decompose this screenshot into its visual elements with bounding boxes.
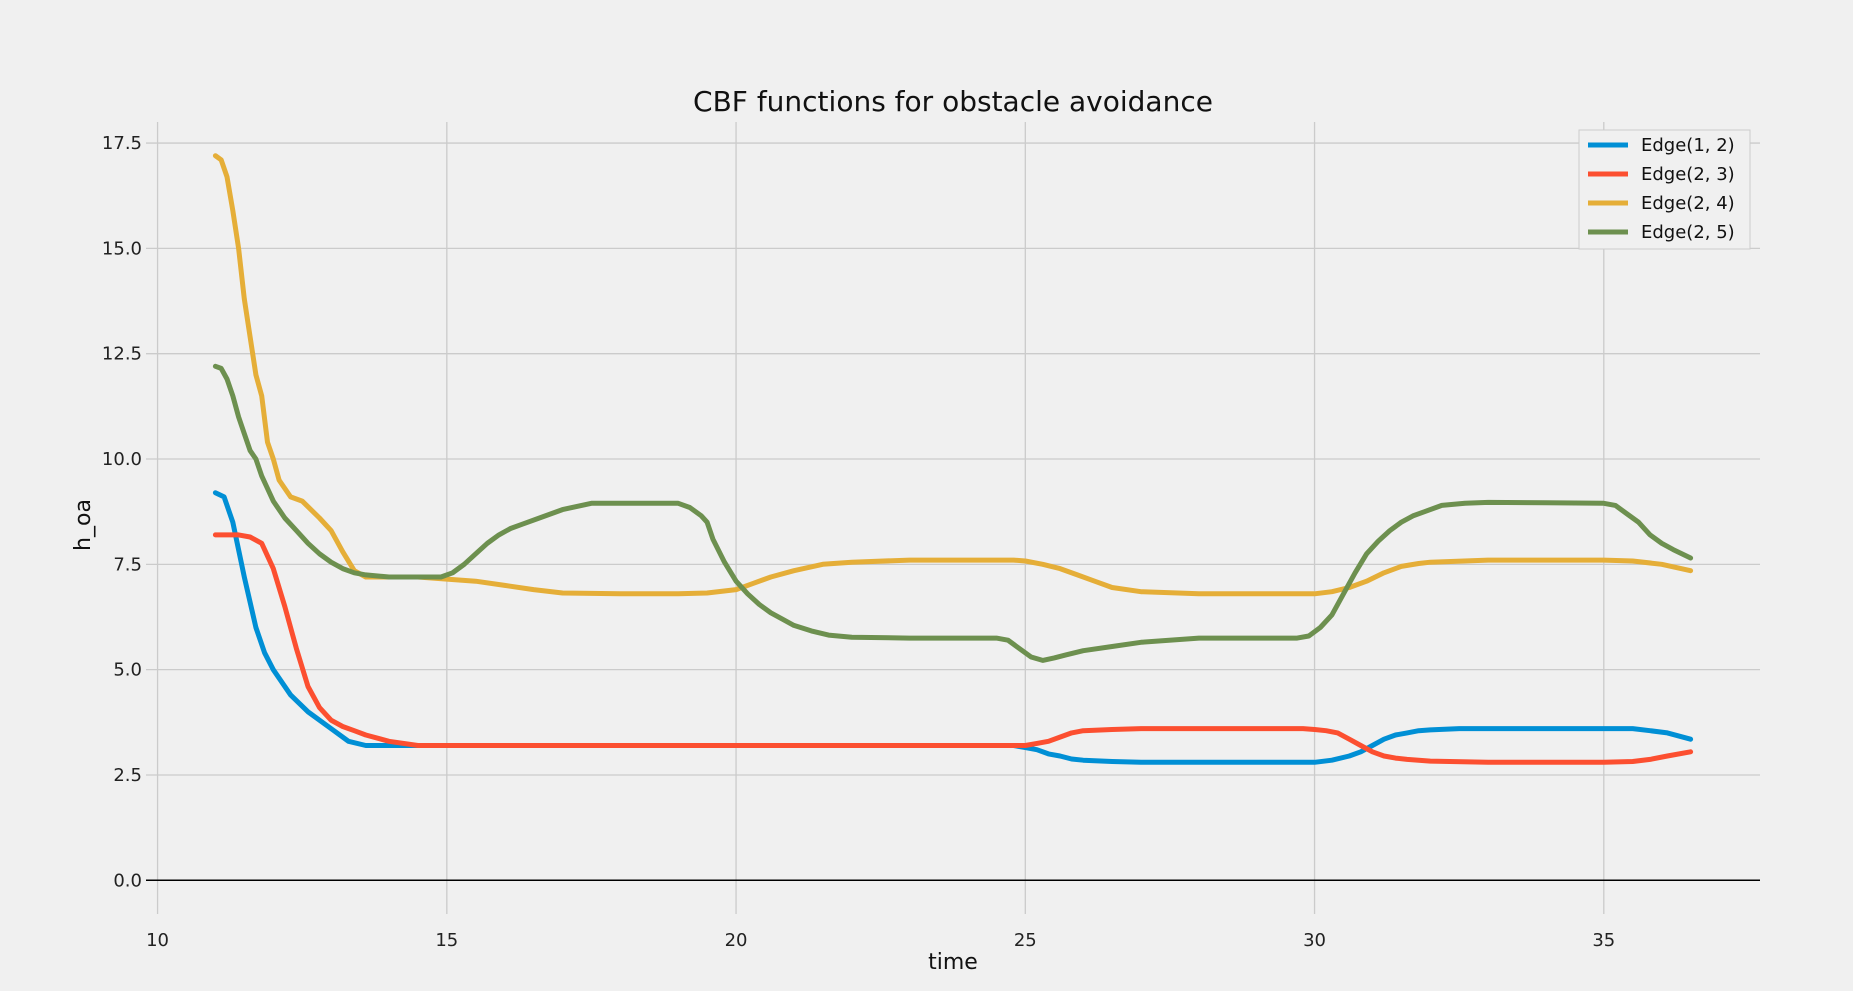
y-axis-label: h_oa bbox=[71, 499, 96, 551]
x-tick-label: 15 bbox=[435, 930, 458, 951]
series-line-1 bbox=[212, 532, 1694, 765]
legend-box bbox=[1578, 129, 1751, 250]
x-axis-label: time bbox=[928, 950, 978, 975]
y-tick-label: 10.0 bbox=[102, 449, 142, 470]
y-gridlines bbox=[146, 142, 1760, 881]
legend-entry: Edge(2, 5) bbox=[1641, 222, 1735, 243]
y-tick-label: 17.5 bbox=[102, 133, 142, 154]
series-line-2 bbox=[212, 153, 1694, 597]
x-tick-label: 20 bbox=[725, 930, 748, 951]
chart-title: CBF functions for obstacle avoidance bbox=[693, 85, 1213, 118]
series-line-3 bbox=[212, 363, 1694, 663]
series-line-0 bbox=[212, 490, 1694, 765]
x-tick-label: 35 bbox=[1592, 930, 1615, 951]
legend: Edge(1, 2) Edge(2, 3) Edge(2, 4) Edge(2, 5) bbox=[1578, 129, 1751, 250]
y-tick-labels: 0.0 2.5 5.0 7.5 10.0 12.5 15.0 17.5 bbox=[102, 133, 142, 891]
x-tick-label: 30 bbox=[1303, 930, 1326, 951]
x-tick-label: 25 bbox=[1014, 930, 1037, 951]
legend-entry: Edge(2, 4) bbox=[1641, 193, 1735, 214]
y-tick-label: 7.5 bbox=[113, 554, 142, 575]
y-tick-label: 0.0 bbox=[113, 870, 142, 891]
x-tick-labels: 10 15 20 25 30 35 bbox=[146, 930, 1615, 951]
y-tick-label: 5.0 bbox=[113, 660, 142, 681]
series-lines bbox=[212, 153, 1694, 765]
legend-entry: Edge(2, 3) bbox=[1641, 164, 1735, 185]
x-gridlines bbox=[156, 122, 1605, 914]
x-tick-label: 10 bbox=[146, 930, 169, 951]
y-tick-label: 12.5 bbox=[102, 344, 142, 365]
y-tick-label: 2.5 bbox=[113, 765, 142, 786]
legend-entry: Edge(1, 2) bbox=[1641, 135, 1735, 156]
y-tick-label: 15.0 bbox=[102, 238, 142, 259]
